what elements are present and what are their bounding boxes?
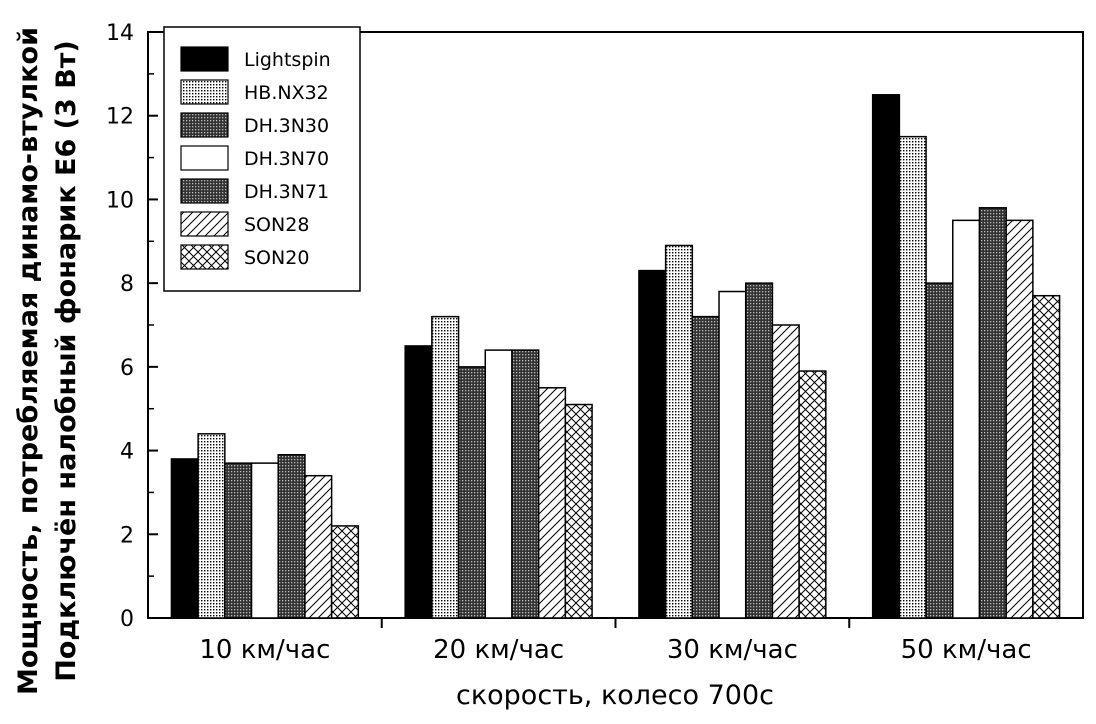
x-axis-title: скорость, колесо 700с xyxy=(456,680,774,711)
legend-swatch xyxy=(180,145,229,171)
x-category-label: 20 км/час xyxy=(433,635,564,665)
legend-label: Lightspin xyxy=(244,49,331,71)
y-tick-label: 8 xyxy=(120,272,134,297)
x-category-label: 10 км/час xyxy=(199,635,330,665)
y-axis-title-line1: Мощность, потребляемая динамо-втулкой xyxy=(13,27,44,695)
y-tick-label: 10 xyxy=(106,188,134,213)
y-tick-label: 14 xyxy=(106,21,134,46)
bar xyxy=(1032,294,1061,619)
legend-swatch xyxy=(180,112,229,138)
legend-swatch xyxy=(180,178,229,204)
bar xyxy=(431,315,460,619)
y-tick-label: 4 xyxy=(120,440,134,465)
y-tick-label: 0 xyxy=(120,607,134,632)
bar xyxy=(1005,219,1034,619)
bar xyxy=(330,525,360,619)
legend-swatch xyxy=(180,46,229,72)
bar xyxy=(691,315,720,619)
legend-label: DH.3N30 xyxy=(244,115,329,137)
bar xyxy=(537,387,567,619)
legend-swatch xyxy=(180,79,229,105)
plot-area: 0 2 4 6 8 10 12 14 10 км/час 20 км/час 30 км/час 50… xyxy=(106,21,1084,665)
legend-label: DH.3N70 xyxy=(244,148,329,170)
legend-swatch xyxy=(180,211,229,237)
bar xyxy=(304,474,333,619)
bar xyxy=(978,207,1007,619)
bar xyxy=(250,462,279,619)
bar xyxy=(564,403,593,619)
legend-label: SON20 xyxy=(244,247,309,269)
legend-swatch xyxy=(180,244,229,270)
bar xyxy=(457,366,487,619)
bar xyxy=(484,349,513,619)
legend-label: SON28 xyxy=(244,214,309,236)
bar xyxy=(871,94,901,619)
bar xyxy=(404,345,433,619)
bar xyxy=(277,454,306,619)
bar xyxy=(744,282,774,619)
y-tick-label: 2 xyxy=(120,523,134,548)
bar xyxy=(664,244,694,619)
bar xyxy=(638,269,667,619)
bar xyxy=(898,135,927,619)
bar xyxy=(925,282,954,619)
bar xyxy=(771,324,800,619)
bar xyxy=(798,370,827,619)
x-category-label: 30 км/час xyxy=(667,635,798,665)
bar xyxy=(197,433,226,619)
y-tick-label: 12 xyxy=(106,105,134,130)
bar xyxy=(718,290,747,619)
legend-label: HB.NX32 xyxy=(244,82,329,104)
y-axis-title-line2: Подключён налобный фонарик Е6 (3 Вт) xyxy=(51,40,82,682)
y-axis-title: Мощность, потребляемая динамо-втулкой По… xyxy=(13,27,82,695)
x-category-label: 50 км/час xyxy=(901,635,1032,665)
bar xyxy=(511,349,540,619)
bar xyxy=(224,462,253,619)
y-tick-label: 6 xyxy=(120,356,134,381)
bar xyxy=(952,219,981,619)
legend-label: DH.3N71 xyxy=(244,181,329,203)
bar xyxy=(170,458,199,619)
